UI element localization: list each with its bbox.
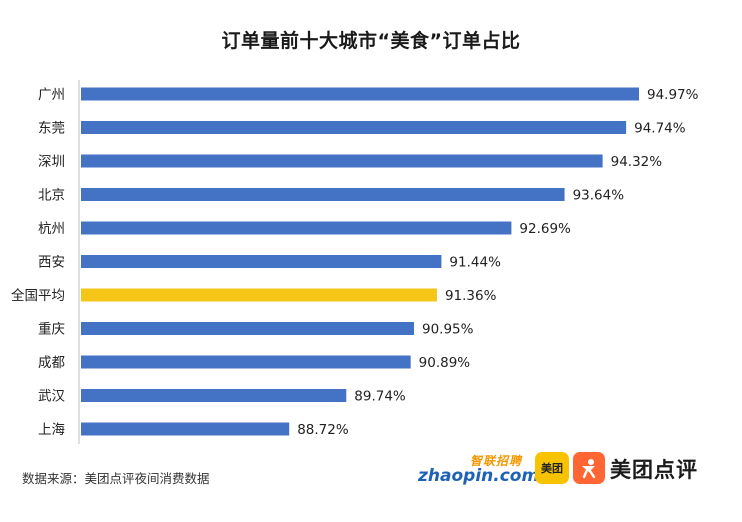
value-label: 94.32%: [611, 154, 663, 170]
value-label: 89.74%: [354, 389, 406, 405]
zhaopin-logo-en: zhaopin.com: [418, 466, 540, 486]
bar: [81, 389, 347, 402]
bar: [81, 355, 411, 369]
category-label: 重庆: [38, 322, 65, 338]
category-label: 深圳: [38, 154, 65, 170]
bar: [81, 422, 290, 436]
value-label: 91.44%: [449, 255, 501, 271]
bar: [81, 322, 415, 335]
zhaopin-logo: 智联招聘 zhaopin.com: [418, 452, 539, 488]
value-label: 93.64%: [573, 188, 625, 204]
value-label: 91.36%: [445, 288, 497, 304]
value-label: 94.97%: [647, 87, 699, 103]
bar: [81, 87, 639, 101]
bar: [81, 255, 442, 268]
meituan-logo: 美团: [535, 452, 569, 484]
chart-title: 订单量前十大城市“美食”订单占比: [221, 30, 521, 52]
category-label: 广州: [38, 87, 65, 103]
value-label: 92.69%: [519, 221, 571, 237]
zhaopin-logo-cn: 智联招聘: [469, 454, 522, 468]
category-label: 北京: [38, 188, 65, 204]
bar: [81, 221, 512, 235]
category-label: 东莞: [38, 121, 65, 137]
bar-chart: 广州 94.97% 东莞 94.74% 深圳 94.32% 北京 93.64% 杭州 92.69%…: [11, 80, 699, 444]
bar: [81, 154, 603, 168]
dianping-logo-icon: [573, 452, 605, 484]
value-label: 90.95%: [422, 322, 474, 338]
data-source-note: 数据来源：美团点评夜间消费数据: [22, 471, 210, 486]
value-label: 94.74%: [634, 121, 686, 137]
category-label: 全国平均: [11, 287, 65, 304]
category-label: 成都: [38, 355, 65, 371]
category-label: 杭州: [38, 221, 65, 237]
bar: [81, 121, 627, 134]
category-label: 上海: [38, 422, 65, 438]
dianping-logo-text: 美团点评: [610, 458, 698, 482]
category-label: 西安: [38, 255, 65, 271]
bar-highlight: [81, 288, 437, 302]
category-label: 武汉: [38, 389, 65, 405]
bar: [81, 188, 565, 201]
value-label: 88.72%: [297, 422, 349, 438]
value-label: 90.89%: [419, 355, 471, 371]
